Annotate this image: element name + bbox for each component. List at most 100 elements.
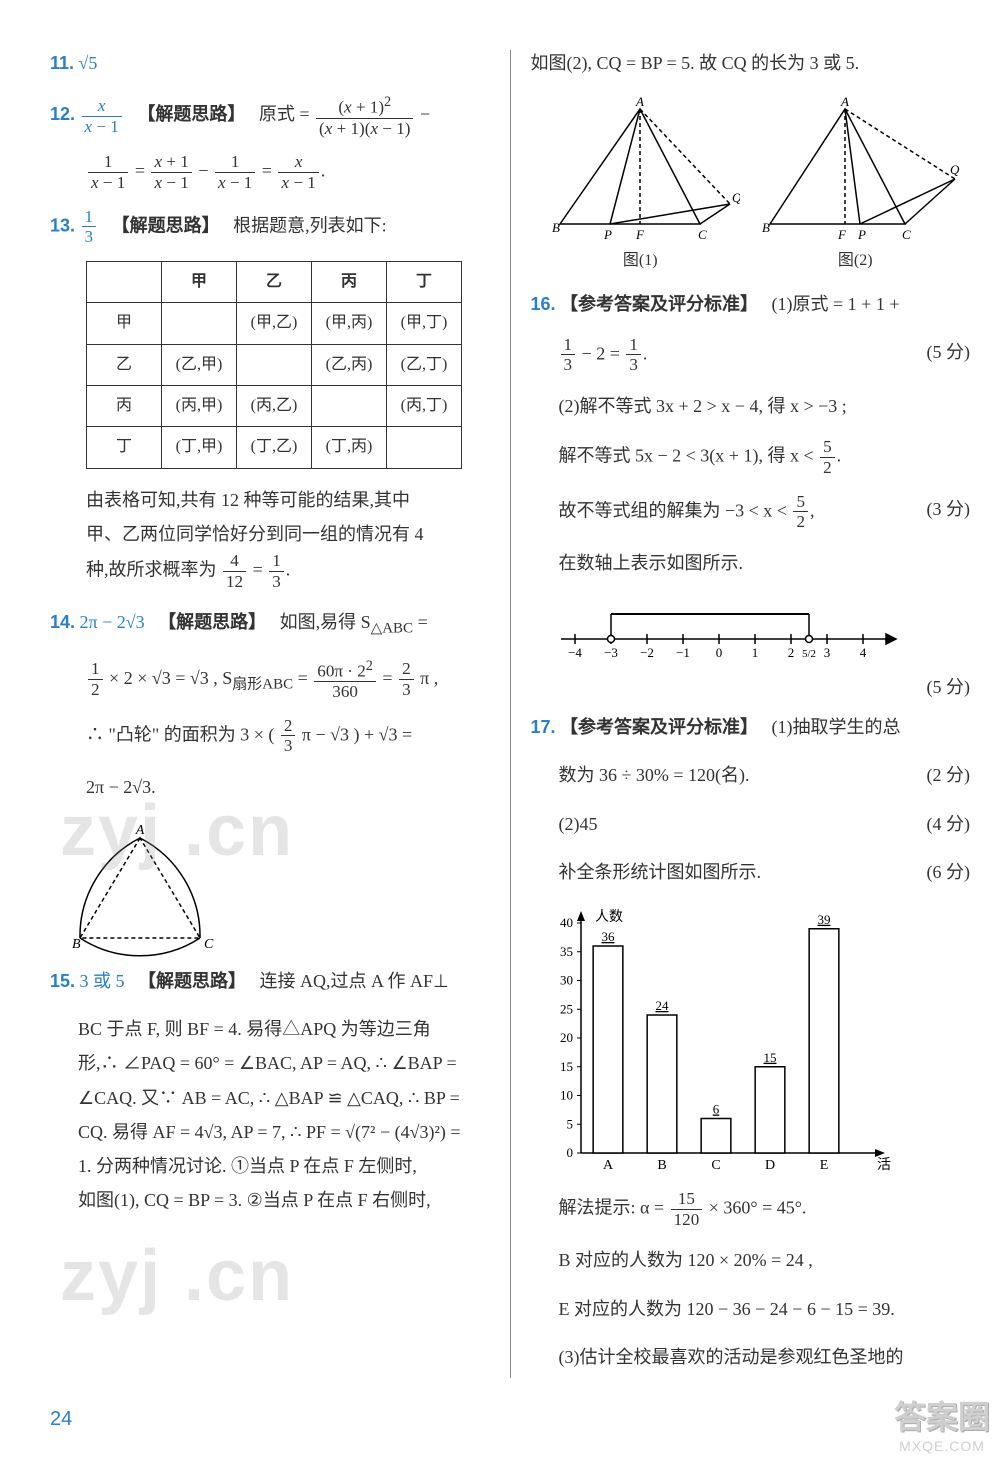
q15-l7: 如图(1), CQ = BP = 3. ②当点 P 在点 F 右侧时, [78, 1183, 490, 1217]
q17-s2: (4 分) [927, 807, 971, 841]
td [237, 344, 312, 385]
svg-text:D: D [764, 1158, 774, 1173]
svg-text:B: B [657, 1158, 666, 1173]
q12-frac3: x + 1x − 1 [151, 152, 191, 192]
table-row: 丙 (丙,甲) (丙,乙) (丙,丁) [87, 385, 462, 426]
q17: 17. 【参考答案及评分标准】 (1)抽取学生的总 [531, 710, 971, 744]
td: (乙,丙) [312, 344, 387, 385]
q12-label: 【解题思路】 [137, 104, 245, 124]
q13-expl: 由表格可知,共有 12 种等可能的结果,其中 甲、乙两位同学恰好分到同一组的情况… [50, 483, 490, 592]
q14-t2: = [413, 612, 428, 632]
td: (甲,丙) [312, 303, 387, 344]
q14-label: 【解题思路】 [158, 612, 266, 632]
q16-p3a: 解不等式 5x − 2 < 3(x + 1), 得 x < [559, 446, 819, 466]
q16-p5: 在数轴上表示如图所示. [531, 546, 971, 580]
q17-p3: (2)45 [559, 814, 598, 834]
fig1-wrap: A B P F C Q 图(1) [540, 94, 740, 276]
fig-C: C [204, 937, 214, 952]
q16-p4b: , [810, 500, 815, 520]
svg-text:Q: Q [950, 162, 960, 177]
svg-text:C: C [711, 1158, 720, 1173]
q17-p5: 解法提示: α = 15120 × 360° = 45°. [531, 1189, 971, 1229]
table-row: 甲 (甲,乙) (甲,丙) (甲,丁) [87, 303, 462, 344]
q17-p8: (3)估计全校最喜欢的活动是参观红色圣地的 [531, 1340, 971, 1374]
td [162, 303, 237, 344]
q12-frac1: (x + 1)2(x + 1)(x − 1) [316, 94, 413, 138]
table-row: 乙 (乙,甲) (乙,丙) (乙,丁) [87, 344, 462, 385]
corner-bot: MXQE.COM [894, 1438, 990, 1454]
svg-text:30: 30 [560, 973, 573, 988]
svg-text:2: 2 [787, 645, 794, 660]
svg-text:P: P [857, 227, 866, 242]
svg-text:E: E [819, 1158, 828, 1173]
q14-l2b: = [298, 668, 313, 688]
q12-t5: = [262, 160, 272, 180]
svg-text:B: B [552, 220, 560, 235]
q13-ans: 13 [80, 215, 103, 235]
svg-text:20: 20 [560, 1030, 573, 1045]
svg-text:4: 4 [859, 645, 866, 660]
svg-text:0: 0 [715, 645, 722, 660]
td: (丁,乙) [237, 427, 312, 468]
q15-l6: 1. 分两种情况讨论. ①当点 P 在点 F 左侧时, [78, 1149, 490, 1183]
fig1-cap: 图(1) [540, 246, 740, 276]
svg-text:A: A [840, 94, 849, 109]
svg-text:活动: 活动 [877, 1157, 891, 1173]
q13-label: 【解题思路】 [112, 215, 220, 235]
page-number: 24 [0, 1408, 1000, 1461]
q12-ans: xx − 1 [80, 104, 129, 124]
right-topline: 如图(2), CQ = BP = 5. 故 CQ 的长为 3 或 5. [531, 46, 971, 80]
q13-e1: 由表格可知,共有 12 种等可能的结果,其中 [86, 483, 490, 517]
q14-l2a: × 2 × √3 = √3 , S [109, 668, 232, 688]
svg-text:5: 5 [566, 1116, 573, 1131]
svg-text:P: P [603, 227, 612, 242]
q16-num: 16. [531, 294, 556, 314]
q12-t3: = [135, 160, 145, 180]
svg-text:40: 40 [560, 915, 573, 930]
q16-p4: 故不等式组的解集为 −3 < x < 52, (3 分) [531, 492, 971, 532]
q14-sub2: 扇形ABC [232, 676, 293, 692]
q17-label: 【参考答案及评分标准】 [560, 717, 758, 737]
q17-p4wrap: 补全条形统计图如图所示. (6 分) [531, 855, 971, 889]
q16-p3b: . [837, 446, 842, 466]
q12-frac4: 1x − 1 [215, 152, 255, 192]
td: (甲,丁) [387, 303, 462, 344]
svg-text:B: B [762, 220, 770, 235]
q12-frac2: 1x − 1 [88, 152, 128, 192]
th: 甲 [162, 261, 237, 302]
svg-text:−1: −1 [676, 645, 690, 660]
q16-p2: (2)解不等式 3x + 2 > x − 4, 得 x > −3 ; [531, 389, 971, 423]
td: (丙,丁) [387, 385, 462, 426]
q17-p2: 数为 36 ÷ 30% = 120(名). [559, 765, 750, 785]
fig2-cap: 图(2) [750, 246, 960, 276]
q17-p1: (1)抽取学生的总 [772, 717, 901, 737]
q16-p4a: 故不等式组的解集为 −3 < x < [559, 500, 792, 520]
q12-t4: − [198, 160, 208, 180]
q14-l3a: ∴ "凸轮" 的面积为 3 × ( [86, 724, 274, 744]
svg-text:39: 39 [817, 912, 830, 927]
q12-frac5: xx − 1 [278, 152, 318, 192]
q14-figure: A B C [50, 818, 490, 958]
svg-text:36: 36 [601, 929, 615, 944]
q12-t2: − [420, 104, 430, 124]
th: 乙 [237, 261, 312, 302]
q16-p1b: − 2 = [582, 343, 625, 363]
svg-text:−3: −3 [604, 645, 618, 660]
q16-s3: (5 分) [927, 670, 971, 704]
q16-numberline: −4−3−2 −101 234 5/2 [551, 594, 971, 664]
td: (丁,甲) [162, 427, 237, 468]
svg-text:3: 3 [823, 645, 830, 660]
svg-text:15: 15 [763, 1050, 776, 1065]
fig-A: A [135, 823, 145, 838]
q14-line2: 12 × 2 × √3 = √3 , S扇形ABC = 60π · 22360 … [50, 658, 490, 702]
q14-ans: 2π − 2√3 [80, 612, 145, 632]
th: 丙 [312, 261, 387, 302]
q14-num: 14. [50, 612, 75, 632]
q15-l3: 形,∴ ∠PAQ = 60° = ∠BAC, AP = AQ, ∴ ∠BAP = [78, 1046, 490, 1080]
q17-num: 17. [531, 717, 556, 737]
q13-table: 甲 乙 丙 丁 甲 (甲,乙) (甲,丙) (甲,丁) 乙 (乙,甲) (乙,丙… [86, 261, 462, 469]
q12-t1: 原式 = [259, 104, 310, 124]
svg-text:6: 6 [712, 1102, 719, 1117]
q15-ans: 3 或 5 [80, 971, 125, 991]
q17-s3: (6 分) [927, 855, 971, 889]
